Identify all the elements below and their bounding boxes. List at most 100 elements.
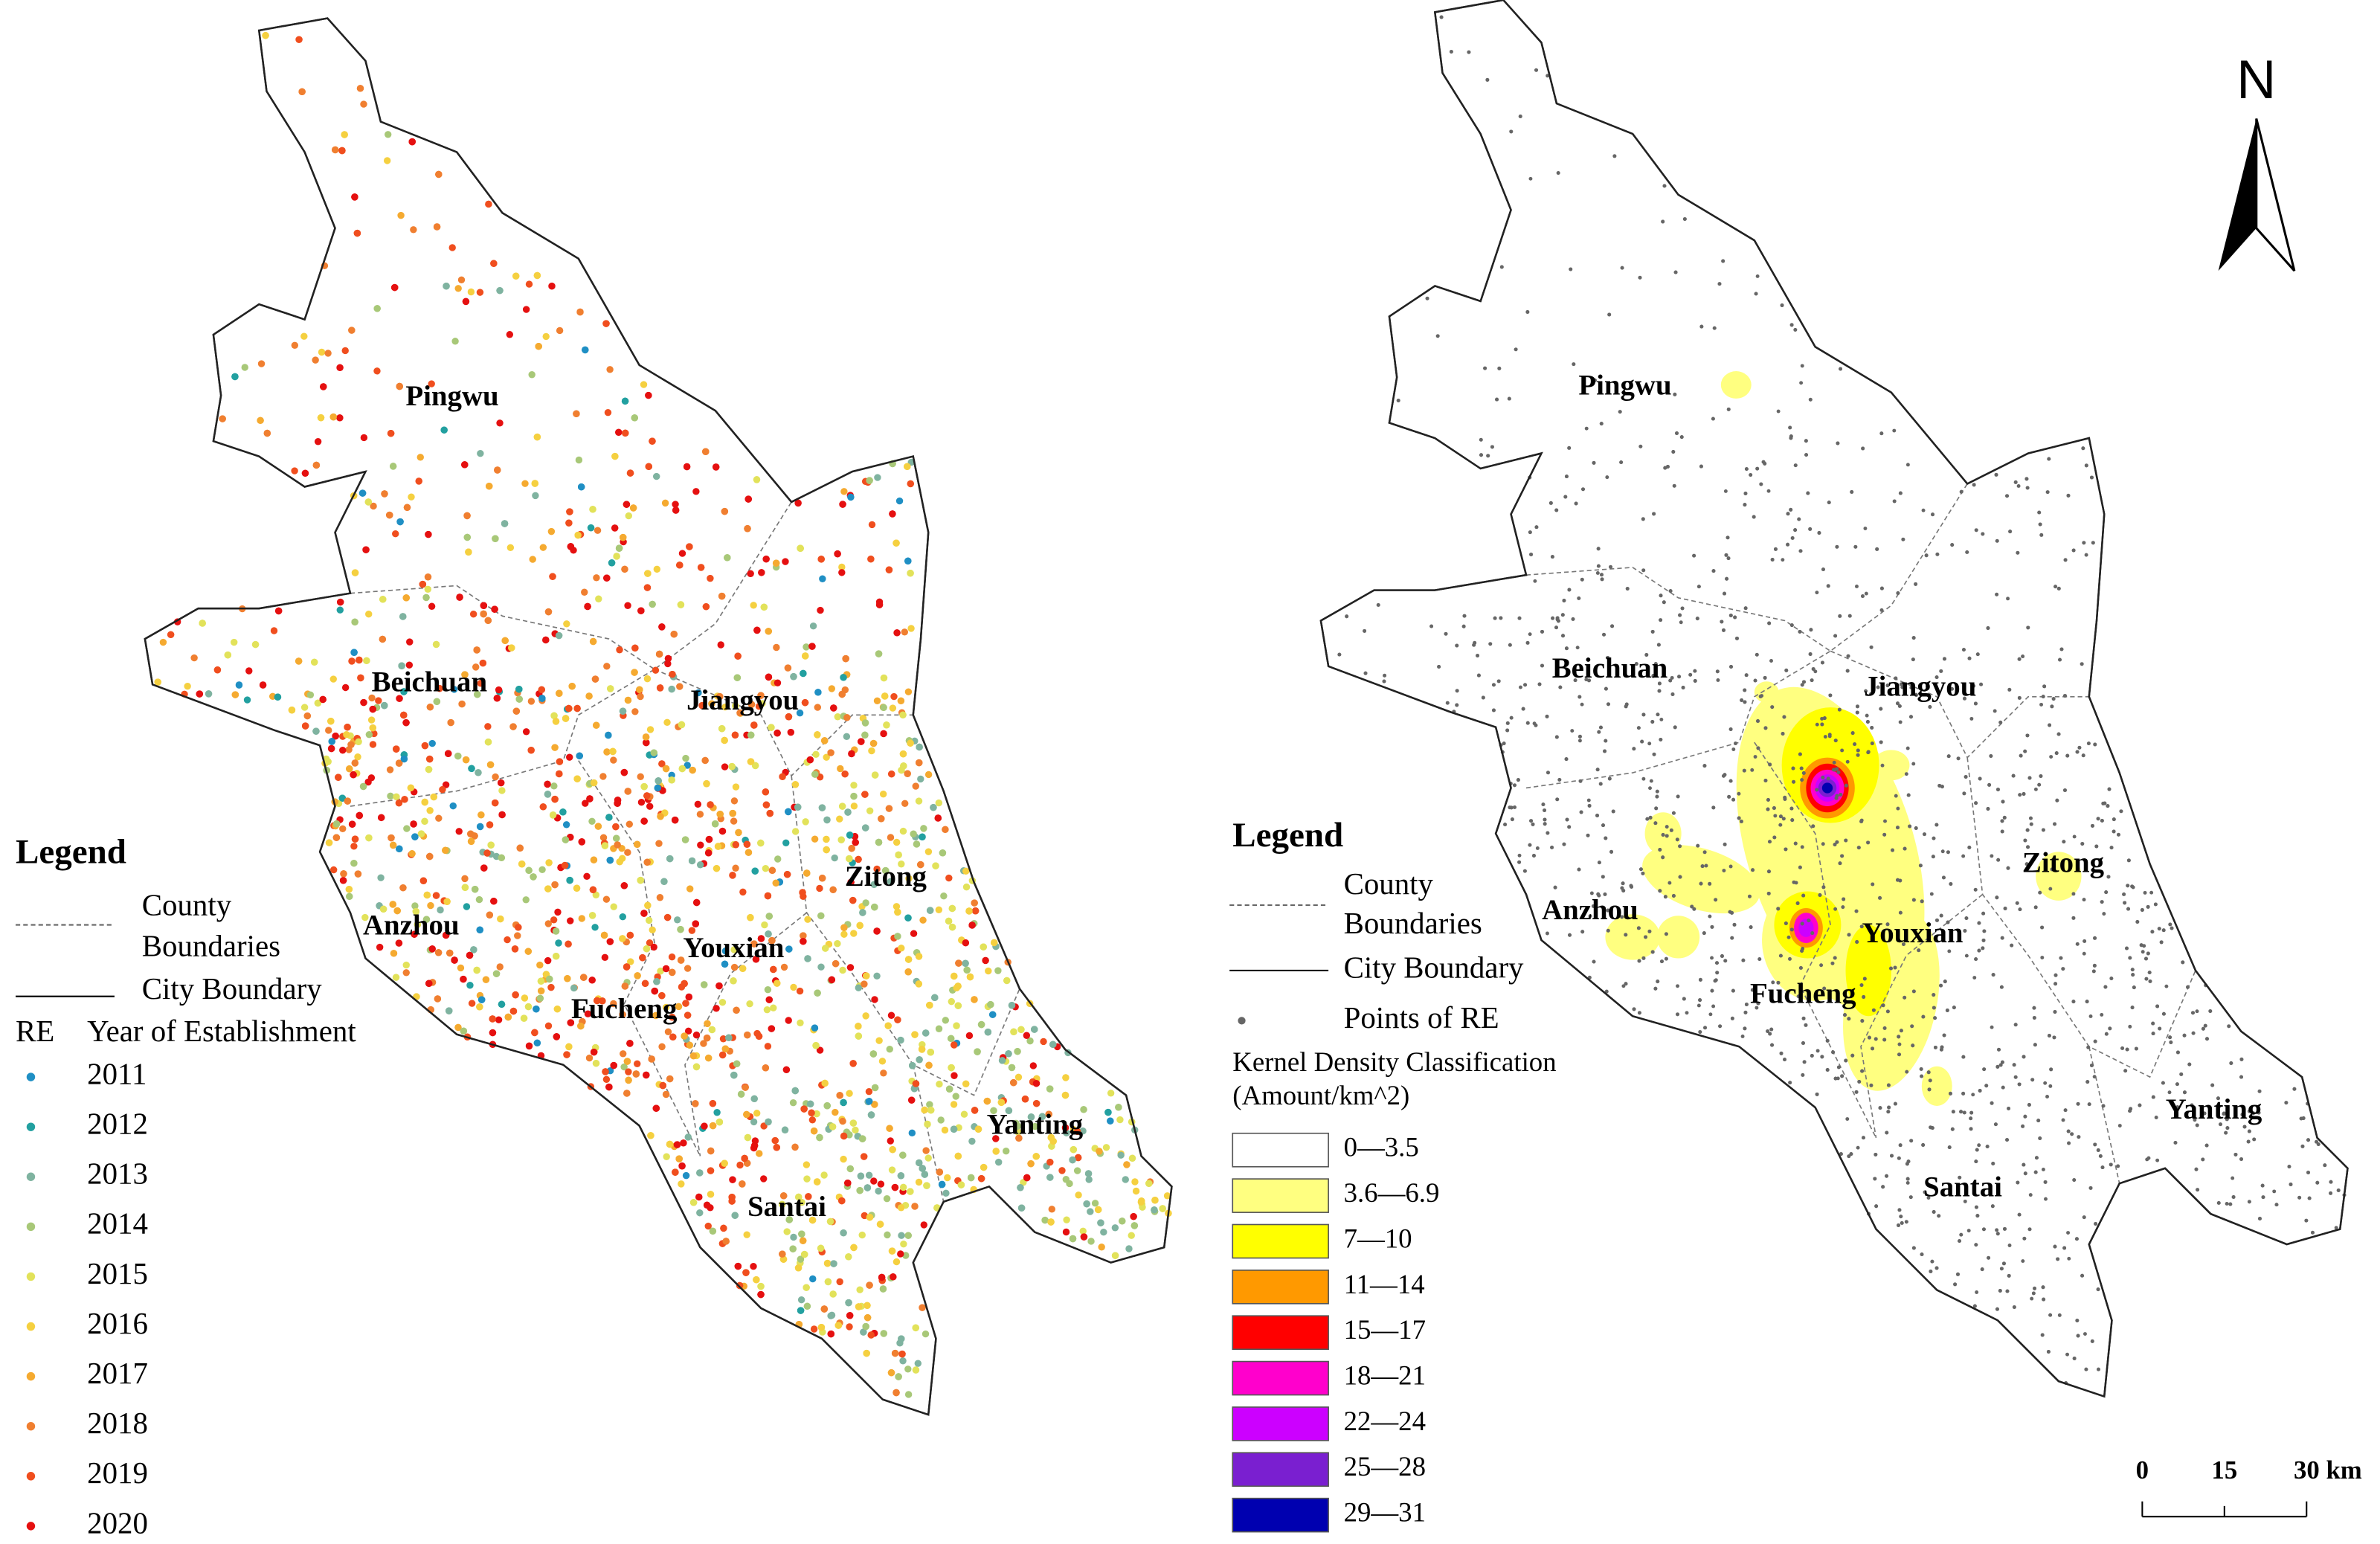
re-point [1881, 1185, 1885, 1189]
re-point [1866, 750, 1871, 754]
re-point [1800, 683, 1804, 687]
re-point [2195, 1009, 2199, 1014]
re-point [533, 1039, 541, 1046]
re-point [862, 824, 869, 831]
re-point [797, 1296, 805, 1304]
re-point [848, 844, 855, 852]
re-point [462, 297, 470, 306]
re-point [476, 1003, 483, 1011]
re-point [818, 804, 826, 811]
re-point [783, 870, 791, 878]
re-point [855, 855, 862, 863]
re-point [916, 759, 923, 767]
re-point [259, 681, 267, 689]
re-point [971, 996, 978, 1003]
re-point [920, 1221, 927, 1229]
re-point [1517, 853, 1522, 858]
re-point [291, 341, 299, 349]
re-point [936, 1080, 943, 1088]
re-point [1595, 768, 1600, 772]
re-point [428, 739, 436, 747]
re-point [1886, 1083, 1891, 1087]
re-point [663, 718, 671, 727]
re-point [585, 692, 593, 700]
re-point [794, 499, 802, 507]
re-point [522, 306, 530, 313]
re-point [1966, 1229, 1971, 1233]
re-point [1577, 739, 1582, 743]
re-point [1714, 898, 1718, 902]
re-point [934, 814, 942, 822]
re-point [536, 961, 544, 969]
re-point [1864, 591, 1868, 596]
re-point [397, 211, 405, 219]
re-point [1826, 776, 1830, 781]
re-point [760, 1122, 768, 1130]
re-point [1027, 1113, 1035, 1121]
re-point [692, 1031, 701, 1039]
re-point [496, 286, 504, 295]
re-point [611, 452, 619, 460]
re-point [525, 280, 533, 288]
re-point [1062, 1228, 1070, 1236]
re-point [1837, 707, 1842, 712]
re-point [847, 878, 855, 886]
re-point [623, 501, 631, 508]
re-point [977, 1020, 985, 1029]
re-point [762, 864, 770, 872]
re-point [1488, 642, 1493, 646]
re-point [2043, 1180, 2048, 1184]
re-point [939, 849, 947, 857]
re-point [602, 1075, 611, 1084]
re-point [303, 712, 312, 720]
re-point [336, 598, 344, 606]
re-point [891, 1349, 899, 1357]
re-point [328, 738, 335, 745]
re-point [919, 1165, 926, 1172]
county-label: Anzhou [363, 910, 460, 942]
re-point [834, 940, 841, 948]
re-point [2018, 907, 2022, 912]
re-point [890, 1273, 897, 1281]
re-point [834, 550, 841, 558]
re-point [916, 743, 923, 751]
re-point [873, 972, 881, 980]
re-point [945, 874, 953, 882]
re-point [1567, 445, 1572, 450]
re-point [1104, 1108, 1112, 1116]
re-point [402, 594, 410, 602]
re-point [1855, 585, 1859, 588]
re-point [491, 799, 499, 807]
re-point [801, 699, 809, 707]
re-point [750, 1095, 758, 1103]
re-point [863, 1302, 871, 1309]
re-point [530, 873, 537, 881]
re-point [199, 620, 206, 627]
re-point [415, 477, 422, 485]
re-point [875, 1037, 883, 1044]
re-point [942, 826, 949, 834]
re-point [465, 548, 472, 556]
re-point [850, 802, 858, 810]
re-point [1723, 591, 1726, 596]
re-point [1637, 959, 1641, 963]
re-point [828, 976, 836, 984]
re-point [629, 504, 637, 512]
re-point [525, 866, 533, 875]
re-point [659, 1081, 667, 1090]
re-point [927, 1106, 935, 1114]
re-point [869, 1050, 878, 1058]
re-point [840, 1132, 848, 1140]
re-point [351, 618, 358, 626]
re-point [730, 817, 738, 825]
re-point [251, 640, 260, 649]
re-point [2059, 956, 2063, 960]
re-point [1800, 845, 1804, 849]
re-point [1567, 825, 1572, 829]
re-point [915, 953, 923, 960]
re-point [576, 308, 584, 316]
re-point [537, 977, 545, 985]
re-point [692, 488, 700, 495]
re-point [695, 1193, 703, 1201]
re-point [1891, 848, 1894, 852]
